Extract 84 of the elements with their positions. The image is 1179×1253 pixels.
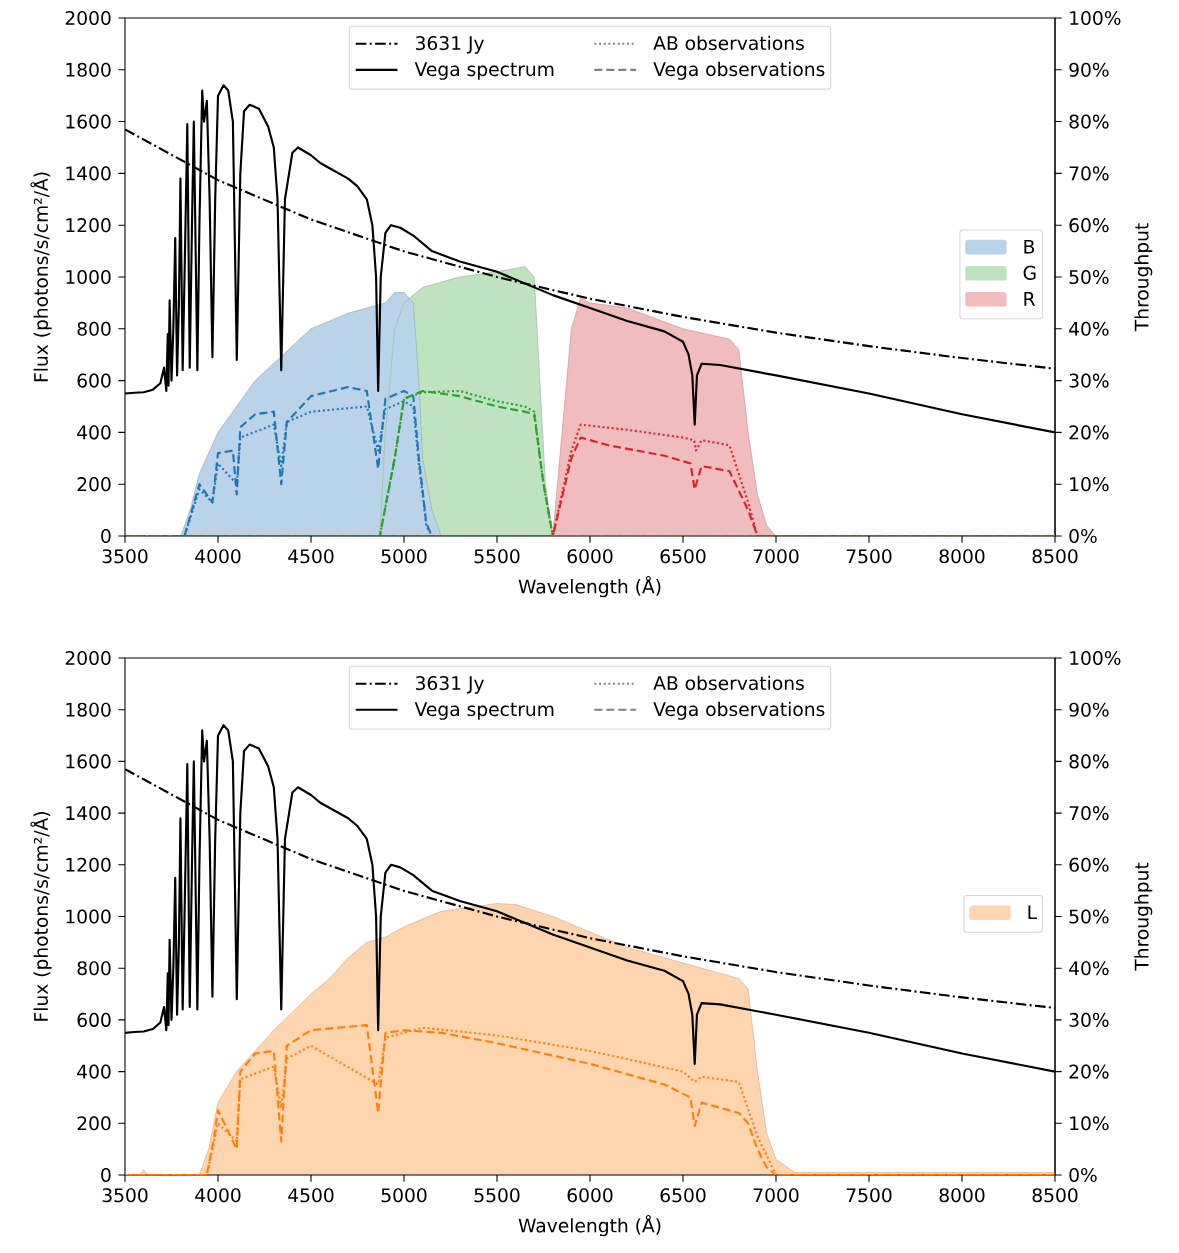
y-tick-label: 800 bbox=[77, 321, 111, 336]
y2-tick-label: 80% bbox=[1069, 754, 1109, 769]
x-tick-label: 6000 bbox=[567, 1188, 613, 1203]
x-tick-label: 4500 bbox=[288, 549, 334, 564]
y-axis-title: Flux (photons/s/cm²/Å) bbox=[30, 172, 52, 382]
y-tick-label: 1600 bbox=[66, 754, 111, 769]
y2-tick-label: 0% bbox=[1069, 1167, 1097, 1183]
y-tick-label: 2000 bbox=[65, 650, 111, 666]
legend-label: Vega spectrum bbox=[414, 62, 554, 80]
y2-tick-label: 70% bbox=[1069, 806, 1109, 821]
y2-tick-label: 100% bbox=[1070, 650, 1121, 666]
y2-tick-label: 80% bbox=[1069, 114, 1109, 129]
y2-tick-label: 100% bbox=[1070, 10, 1121, 26]
x-axis-title: Wavelength (Å) bbox=[518, 575, 661, 598]
y-tick-label: 0 bbox=[101, 1167, 111, 1183]
legend-label: AB observations bbox=[653, 675, 804, 691]
y2-tick-label: 10% bbox=[1070, 477, 1109, 492]
legend-label: G bbox=[1023, 265, 1036, 280]
y2-tick-label: 10% bbox=[1070, 1116, 1109, 1131]
y-tick-label: 1200 bbox=[66, 218, 111, 233]
legend-label: 3631 Jy bbox=[415, 36, 484, 54]
y-tick-label: 1200 bbox=[66, 857, 111, 872]
x-tick-label: 5500 bbox=[474, 1188, 520, 1203]
y2-tick-label: 20% bbox=[1069, 425, 1109, 440]
y-tick-label: 200 bbox=[77, 477, 111, 492]
x-tick-label: 7500 bbox=[846, 549, 892, 564]
legend-label: R bbox=[1024, 292, 1036, 306]
y2-tick-label: 30% bbox=[1069, 373, 1109, 388]
y2-tick-label: 60% bbox=[1069, 857, 1109, 872]
y-tick-label: 400 bbox=[77, 425, 111, 440]
legend-label: L bbox=[1028, 905, 1037, 920]
x-tick-label: 6000 bbox=[567, 549, 613, 564]
legend-label: AB observations bbox=[653, 35, 804, 51]
y-tick-label: 600 bbox=[77, 373, 111, 388]
y-tick-label: 1800 bbox=[66, 702, 111, 717]
y2-axis-title: Throughput bbox=[1134, 862, 1153, 971]
x-tick-label: 6500 bbox=[660, 549, 706, 564]
y2-axis-title: Throughput bbox=[1134, 223, 1153, 332]
y-tick-label: 200 bbox=[77, 1116, 111, 1131]
y2-tick-label: 60% bbox=[1069, 218, 1109, 233]
x-tick-label: 7000 bbox=[753, 1188, 799, 1203]
legend-label: Vega observations bbox=[653, 701, 825, 720]
y-tick-label: 1400 bbox=[66, 806, 111, 821]
x-tick-label: 4000 bbox=[195, 549, 241, 564]
x-tick-label: 8500 bbox=[1032, 1188, 1078, 1203]
x-tick-label: 8000 bbox=[939, 1188, 985, 1203]
y-tick-label: 1000 bbox=[66, 269, 111, 285]
y2-tick-label: 70% bbox=[1069, 166, 1109, 181]
x-tick-label: 5500 bbox=[474, 549, 520, 564]
legend-label: B bbox=[1024, 239, 1035, 254]
x-tick-label: 3500 bbox=[102, 549, 148, 564]
y2-tick-label: 0% bbox=[1069, 528, 1097, 544]
x-tick-label: 6500 bbox=[660, 1188, 706, 1203]
legend-label: 3631 Jy bbox=[415, 676, 484, 694]
y-tick-label: 400 bbox=[77, 1064, 111, 1079]
y2-tick-label: 90% bbox=[1069, 62, 1109, 77]
legend-label: Vega observations bbox=[653, 61, 825, 80]
y-tick-label: 800 bbox=[77, 961, 111, 976]
y2-tick-label: 90% bbox=[1069, 702, 1109, 717]
y2-tick-label: 50% bbox=[1069, 269, 1109, 285]
x-tick-label: 7500 bbox=[846, 1188, 892, 1203]
y2-tick-label: 50% bbox=[1069, 909, 1109, 924]
x-tick-label: 5000 bbox=[381, 1188, 427, 1203]
y2-tick-label: 30% bbox=[1069, 1012, 1109, 1027]
y-tick-label: 600 bbox=[77, 1012, 111, 1027]
y-tick-label: 0 bbox=[101, 528, 111, 544]
x-tick-label: 4500 bbox=[288, 1188, 334, 1203]
x-tick-label: 5000 bbox=[381, 549, 427, 564]
y2-tick-label: 40% bbox=[1069, 321, 1109, 336]
x-tick-label: 4000 bbox=[195, 1188, 241, 1203]
y-tick-label: 1800 bbox=[66, 62, 111, 77]
x-axis-title: Wavelength (Å) bbox=[518, 1214, 661, 1237]
y-tick-label: 1600 bbox=[66, 114, 111, 129]
x-tick-label: 8500 bbox=[1032, 549, 1078, 564]
y-axis-title: Flux (photons/s/cm²/Å) bbox=[30, 812, 52, 1021]
y2-tick-label: 20% bbox=[1069, 1064, 1109, 1079]
y-tick-label: 1000 bbox=[66, 909, 111, 924]
y-tick-label: 2000 bbox=[65, 10, 111, 26]
legend-label: Vega spectrum bbox=[414, 702, 554, 720]
y-tick-label: 1400 bbox=[66, 166, 111, 181]
y2-tick-label: 40% bbox=[1069, 961, 1109, 976]
x-tick-label: 7000 bbox=[753, 549, 799, 564]
x-tick-label: 3500 bbox=[102, 1188, 148, 1203]
x-tick-label: 8000 bbox=[939, 549, 985, 564]
